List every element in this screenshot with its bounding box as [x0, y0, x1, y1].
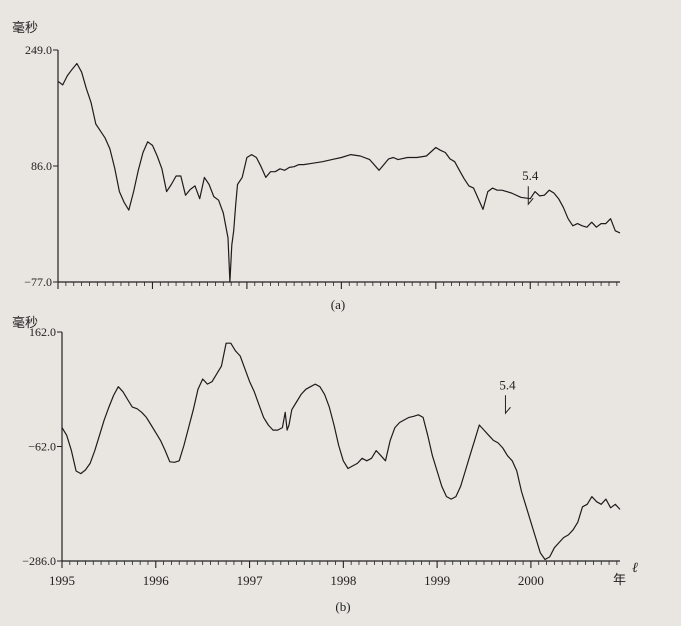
panel-b-x-tick-label: 2000	[518, 573, 544, 588]
panel-b-x-tick-label: 1995	[49, 573, 75, 588]
corner-mark: ℓ	[632, 561, 638, 576]
panel-b-series-line	[61, 342, 621, 561]
panel-b-caption: (b)	[335, 599, 350, 614]
panel-a-unit-label: 毫秒	[12, 20, 38, 36]
panel-a-y-tick-label: 86.0	[31, 159, 52, 173]
panel-a-y-tick-label: 249.0	[25, 43, 52, 57]
panel-b-x-tick-label: 1998	[330, 573, 356, 588]
panel-a-annotation-arrow	[527, 186, 534, 206]
panel-a-caption: (a)	[331, 297, 345, 312]
panel-b: 162.0 −62.0 −286.0 1995 1996 1997 1998 1999 2000…	[22, 325, 621, 588]
panel-b-x-tick-label: 1997	[237, 573, 264, 588]
panel-a-y-tick-label: −77.0	[24, 275, 52, 289]
panel-b-annotation-arrow	[504, 395, 511, 415]
panel-b-xaxis-unit-label: 年	[613, 573, 626, 588]
panel-a: 249.0 86.0 −77.0 5.4	[24, 43, 621, 289]
panel-a-annotation-label: 5.4	[522, 168, 539, 183]
panel-b-x-tick-label: 1996	[143, 573, 170, 588]
panel-b-annotation-label: 5.4	[499, 377, 516, 392]
panel-b-y-tick-label: −286.0	[22, 554, 56, 568]
panel-b-x-tick-label: 1999	[424, 573, 450, 588]
panel-b-y-tick-label: 162.0	[29, 325, 56, 339]
plot-layer: 249.0 86.0 −77.0 5.4 162.0 −62.0 −286.0 1995 199…	[22, 43, 621, 588]
panel-b-y-tick-label: −62.0	[28, 440, 56, 454]
panel-a-series-line	[57, 62, 621, 283]
panel-b-unit-label: 毫秒	[12, 315, 38, 331]
